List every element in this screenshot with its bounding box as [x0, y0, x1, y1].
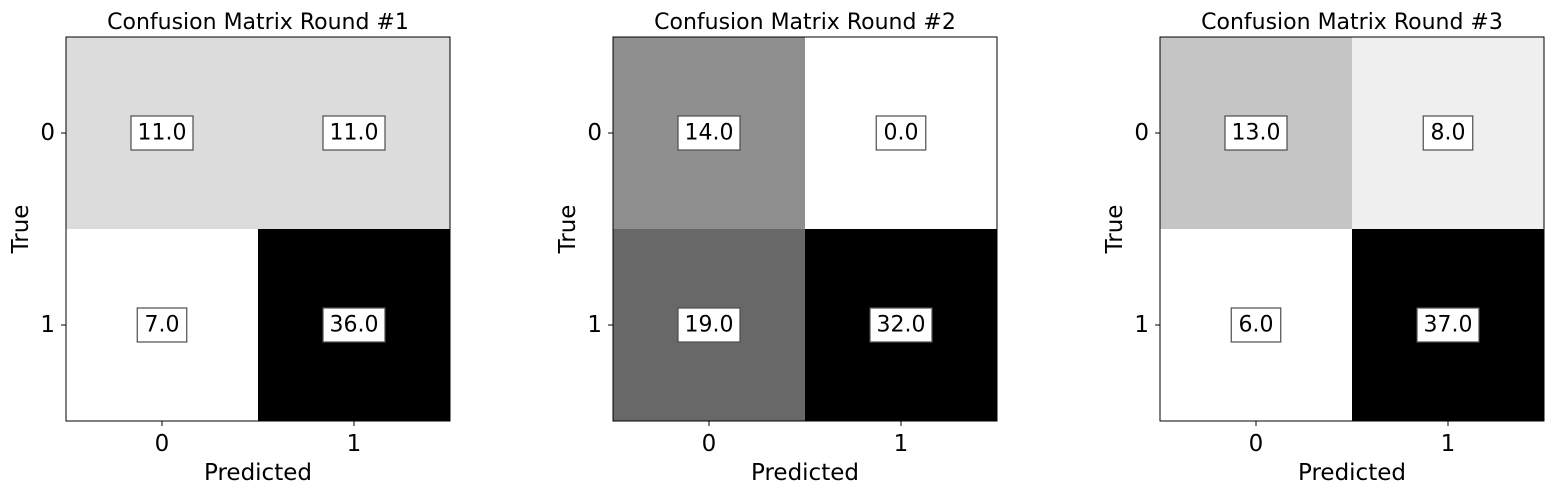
value-label: 14.0 [685, 121, 734, 146]
confusion-matrix-panel-1: 11.0 11.0 7.0 36.0 0 1 0 1 Confusion Matrix Roun… [8, 10, 451, 486]
axes-frame [65, 36, 451, 422]
y-tick-label: 1 [1134, 312, 1149, 338]
y-tick-label: 0 [40, 120, 55, 146]
value-label-box [322, 115, 386, 151]
x-tick-label: 1 [894, 431, 909, 457]
value-label-box [677, 115, 741, 151]
chart-title: Confusion Matrix Round #1 [107, 10, 409, 35]
value-label-box [1422, 115, 1474, 151]
x-tick-label: 0 [155, 431, 170, 457]
y-axis-label: True [8, 205, 34, 255]
chart-title: Confusion Matrix Round #2 [654, 10, 956, 35]
value-label-box [677, 307, 741, 343]
value-label: 7.0 [145, 313, 180, 338]
value-label: 13.0 [1232, 121, 1281, 146]
axes-frame [1159, 36, 1545, 422]
confusion-matrix-panel-2: 14.0 0.0 19.0 32.0 0 1 0 1 Confusion Matrix Roun… [555, 10, 998, 486]
value-label: 0.0 [884, 121, 919, 146]
value-label-box [1230, 307, 1282, 343]
value-label: 8.0 [1431, 121, 1466, 146]
x-tick-label: 0 [1249, 431, 1264, 457]
value-label-box [875, 115, 927, 151]
confusion-matrix-panel-3: 13.0 8.0 6.0 37.0 0 1 0 1 Confusion Matrix Round… [1102, 10, 1545, 486]
value-label-box [1224, 115, 1288, 151]
y-tick-label: 0 [587, 120, 602, 146]
x-tick-label: 1 [1441, 431, 1456, 457]
value-label: 32.0 [877, 313, 926, 338]
axes-frame [612, 36, 998, 422]
value-label: 11.0 [330, 121, 379, 146]
x-axis-label: Predicted [751, 460, 859, 486]
value-label: 36.0 [330, 313, 379, 338]
value-label-box [130, 115, 194, 151]
x-axis-label: Predicted [1298, 460, 1406, 486]
chart-title: Confusion Matrix Round #3 [1201, 10, 1503, 35]
y-tick-label: 1 [587, 312, 602, 338]
value-label-box [869, 307, 933, 343]
y-axis-label: True [1102, 205, 1128, 255]
y-tick-label: 1 [40, 312, 55, 338]
value-label-box [322, 307, 386, 343]
value-label: 37.0 [1424, 313, 1473, 338]
x-axis-label: Predicted [204, 460, 312, 486]
value-label: 6.0 [1239, 313, 1274, 338]
value-label-box [1416, 307, 1480, 343]
y-axis-label: True [555, 205, 581, 255]
value-label-box [136, 307, 188, 343]
x-tick-label: 0 [702, 431, 717, 457]
value-label: 11.0 [138, 121, 187, 146]
y-tick-label: 0 [1134, 120, 1149, 146]
x-tick-label: 1 [347, 431, 362, 457]
value-label: 19.0 [685, 313, 734, 338]
